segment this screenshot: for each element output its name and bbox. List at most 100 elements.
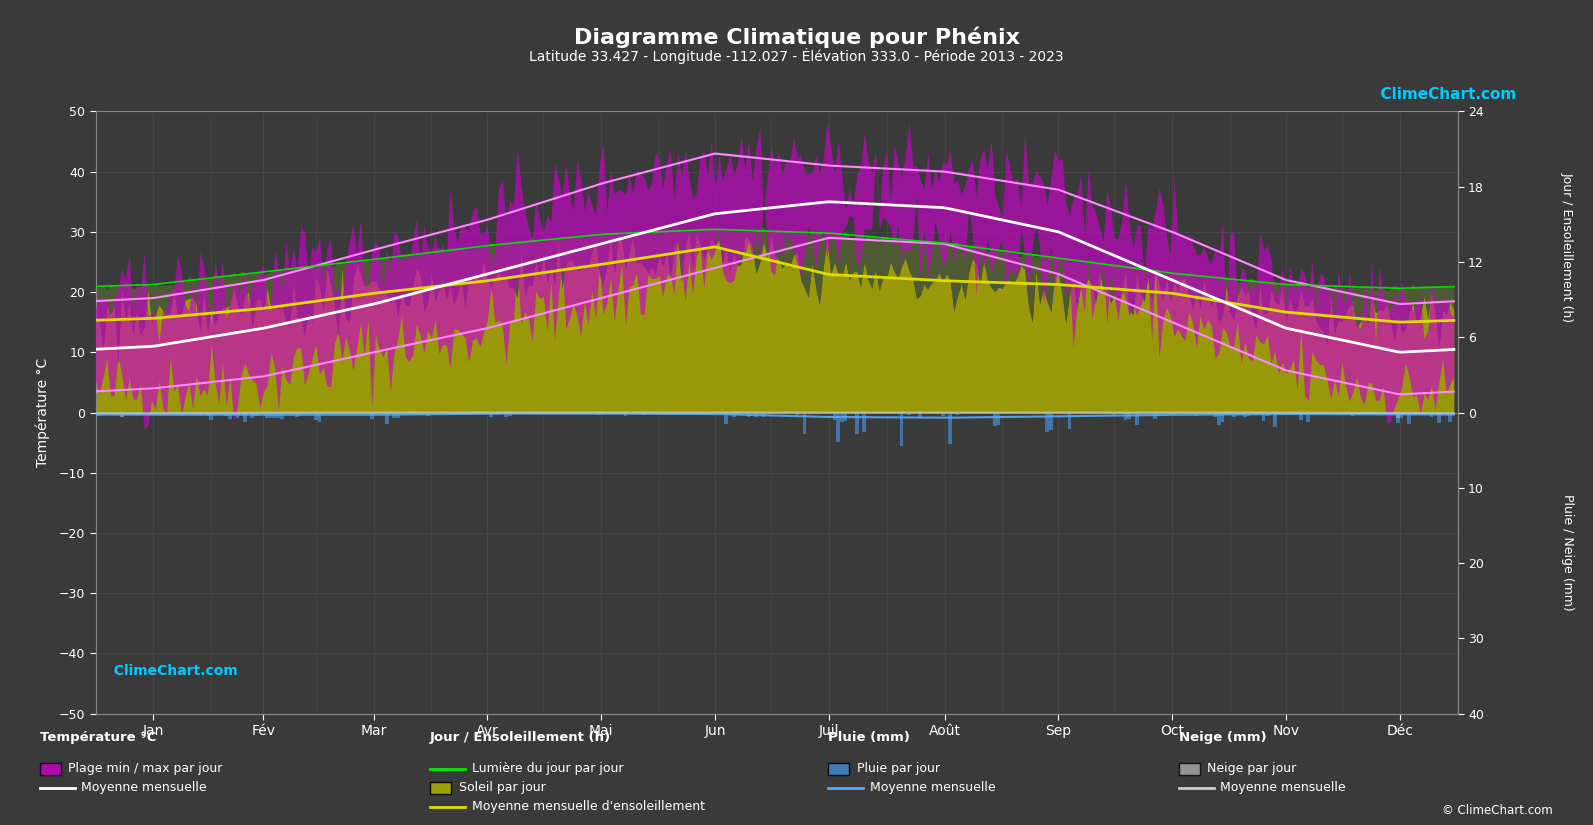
- Bar: [736, 412, 739, 416]
- Bar: [317, 412, 322, 422]
- Bar: [272, 412, 277, 417]
- Bar: [1329, 412, 1333, 414]
- Bar: [425, 412, 430, 416]
- Bar: [250, 412, 255, 417]
- Bar: [833, 412, 836, 420]
- Bar: [1356, 412, 1359, 414]
- Bar: [1067, 412, 1072, 429]
- Bar: [948, 412, 953, 444]
- Bar: [642, 412, 647, 415]
- Bar: [658, 412, 661, 413]
- Bar: [505, 412, 508, 417]
- Text: Lumière du jour par jour: Lumière du jour par jour: [472, 762, 623, 776]
- Bar: [209, 412, 213, 420]
- Bar: [992, 412, 997, 426]
- Bar: [900, 412, 903, 446]
- Bar: [706, 412, 709, 415]
- Text: Diagramme Climatique pour Phénix: Diagramme Climatique pour Phénix: [573, 26, 1020, 48]
- Bar: [761, 412, 765, 417]
- Bar: [747, 412, 750, 417]
- Text: Latitude 33.427 - Longitude -112.027 - Élévation 333.0 - Période 2013 - 2023: Latitude 33.427 - Longitude -112.027 - É…: [529, 48, 1064, 64]
- Bar: [314, 412, 317, 421]
- Text: Neige par jour: Neige par jour: [1207, 762, 1297, 776]
- Bar: [1370, 412, 1373, 414]
- Bar: [1090, 412, 1094, 414]
- Bar: [862, 412, 867, 431]
- Bar: [295, 412, 299, 417]
- Bar: [731, 412, 736, 417]
- Text: © ClimeChart.com: © ClimeChart.com: [1442, 804, 1553, 817]
- Bar: [836, 412, 840, 442]
- Bar: [1123, 412, 1128, 420]
- Bar: [220, 412, 225, 415]
- Bar: [941, 412, 945, 416]
- Bar: [97, 412, 102, 416]
- Bar: [386, 412, 389, 424]
- Bar: [795, 412, 800, 415]
- Bar: [1214, 412, 1217, 417]
- Bar: [1306, 412, 1309, 422]
- Bar: [967, 412, 970, 413]
- Bar: [1418, 412, 1423, 414]
- Bar: [997, 412, 1000, 425]
- Bar: [1448, 412, 1451, 422]
- Bar: [906, 412, 911, 415]
- Bar: [1128, 412, 1131, 419]
- Bar: [400, 412, 403, 413]
- Bar: [683, 412, 687, 415]
- Text: ClimeChart.com: ClimeChart.com: [1370, 87, 1517, 101]
- Bar: [1045, 412, 1050, 432]
- Bar: [803, 412, 806, 434]
- Bar: [1243, 412, 1247, 417]
- Bar: [1262, 412, 1265, 421]
- Bar: [840, 412, 844, 422]
- Text: ClimeChart.com: ClimeChart.com: [104, 664, 237, 678]
- Bar: [725, 412, 728, 424]
- Bar: [1407, 412, 1411, 424]
- Bar: [1281, 412, 1284, 415]
- Text: Pluie / Neige (mm): Pluie / Neige (mm): [1561, 494, 1574, 611]
- Bar: [172, 412, 175, 413]
- Text: Pluie par jour: Pluie par jour: [857, 762, 940, 776]
- Bar: [269, 412, 272, 417]
- Bar: [919, 412, 922, 417]
- Bar: [1359, 412, 1362, 414]
- Bar: [266, 412, 269, 417]
- Bar: [1231, 412, 1236, 417]
- Text: Moyenne mensuelle d'ensoleillement: Moyenne mensuelle d'ensoleillement: [472, 800, 704, 813]
- Bar: [1247, 412, 1251, 416]
- Bar: [1195, 412, 1198, 416]
- Bar: [623, 412, 628, 416]
- Bar: [436, 412, 441, 414]
- Bar: [119, 412, 124, 417]
- Bar: [1265, 412, 1270, 416]
- Bar: [344, 412, 347, 414]
- Bar: [1109, 412, 1112, 413]
- Bar: [1220, 412, 1225, 422]
- Bar: [527, 412, 530, 413]
- Bar: [647, 412, 650, 414]
- Bar: [1437, 412, 1440, 422]
- Bar: [781, 412, 784, 414]
- Bar: [1395, 412, 1400, 422]
- Bar: [150, 412, 153, 413]
- Bar: [1381, 412, 1384, 414]
- Bar: [441, 412, 444, 415]
- Bar: [94, 412, 97, 413]
- Bar: [127, 412, 131, 413]
- Y-axis label: Température °C: Température °C: [35, 358, 51, 467]
- Text: Jour / Ensoleillement (h): Jour / Ensoleillement (h): [430, 731, 612, 744]
- Bar: [198, 412, 202, 415]
- Text: Soleil par jour: Soleil par jour: [459, 781, 545, 794]
- Bar: [753, 412, 758, 417]
- Bar: [1050, 412, 1053, 430]
- Bar: [392, 412, 397, 417]
- Bar: [306, 412, 311, 415]
- Bar: [1112, 412, 1117, 416]
- Bar: [844, 412, 847, 421]
- Bar: [956, 412, 959, 415]
- Bar: [1395, 412, 1400, 418]
- Bar: [497, 412, 500, 415]
- Bar: [225, 412, 228, 416]
- Bar: [489, 412, 492, 417]
